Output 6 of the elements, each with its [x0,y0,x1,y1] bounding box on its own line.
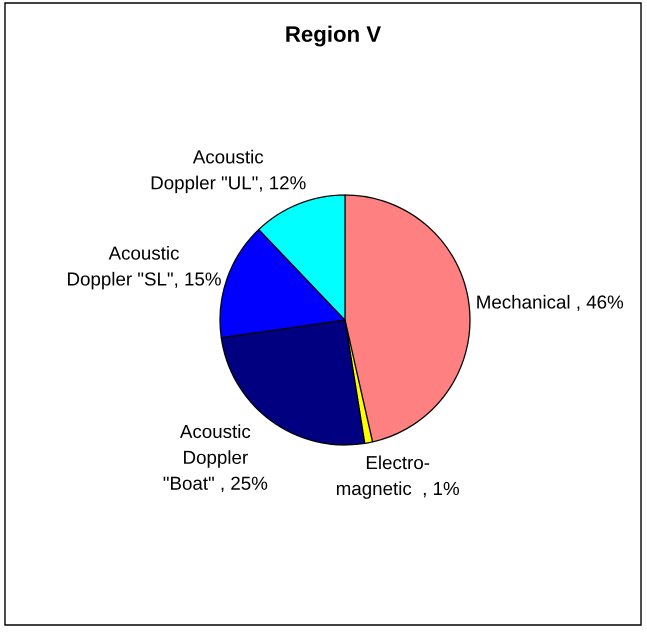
slice-label: Acoustic Doppler "UL", 12% [152,150,306,194]
slice-label: Acoustic Doppler "Boat" , 25% [164,424,268,492]
slice-label: Mechanical , 46% [477,294,624,311]
slice-label: Electro- magnetic , 1% [336,455,460,499]
chart-title: Region V [286,26,381,46]
slice-label: Acoustic Doppler "SL", 15% [68,246,221,290]
